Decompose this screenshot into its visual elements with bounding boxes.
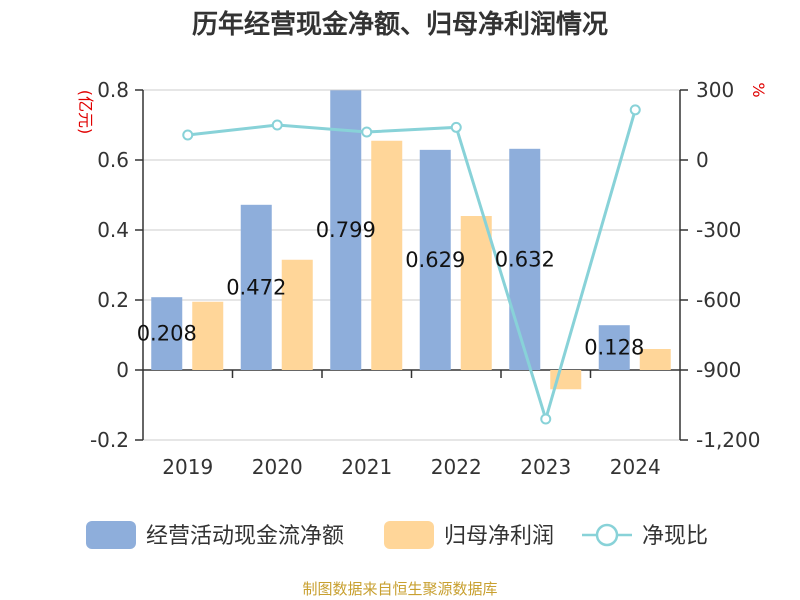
line-point-2020 <box>271 119 283 131</box>
y-right-tick-label: 0 <box>696 148 709 172</box>
bars <box>151 90 671 390</box>
legend-label: 净现比 <box>642 524 708 549</box>
line-path <box>187 109 637 425</box>
x-tick-label: 2021 <box>341 455 392 479</box>
legend-label: 归母净利润 <box>444 524 554 549</box>
bar-1-2021 <box>371 140 403 370</box>
line-point-2023 <box>540 413 552 425</box>
y-left-tick-label: 0.8 <box>97 78 129 102</box>
bar-1-2024 <box>639 349 671 370</box>
line-series <box>182 104 641 425</box>
legend: 经营活动现金流净额 归母净利润 净现比 <box>86 521 708 549</box>
data-label: 0.472 <box>226 275 286 299</box>
bar-0-2021 <box>330 90 362 370</box>
bar-0-2019 <box>151 297 183 370</box>
source-note: 制图数据来自恒生聚源数据库 <box>302 580 497 598</box>
y-right-tick-label: -900 <box>696 358 741 382</box>
y-right-tick-label: -600 <box>696 288 741 312</box>
bar-0-2022 <box>419 149 451 370</box>
data-label: 0.632 <box>495 247 555 271</box>
y-right-tick-label: -300 <box>696 218 741 242</box>
legend-marker <box>595 523 619 547</box>
legend-label: 经营活动现金流净额 <box>146 524 344 549</box>
y-left-unit: (亿元) <box>76 90 95 135</box>
y-right-tick-label: -1,200 <box>696 428 760 452</box>
y-right-unit: % <box>749 82 768 97</box>
x-tick-label: 2019 <box>162 455 213 479</box>
y-left-tick-label: 0.2 <box>97 288 129 312</box>
data-label: 0.799 <box>316 218 376 242</box>
y-left-tick-label: 0.6 <box>97 148 129 172</box>
bar-0-2020 <box>240 204 272 370</box>
bar-0-2023 <box>509 148 541 370</box>
data-labels: 0.208 0.472 0.799 0.629 0.632 0.128 <box>137 218 645 359</box>
x-tick-label: 2023 <box>520 455 571 479</box>
x-tick-label: 2024 <box>610 455 661 479</box>
y-left-tick-label: -0.2 <box>90 428 129 452</box>
legend-swatch <box>86 521 136 549</box>
legend-swatch <box>384 521 434 549</box>
x-tick-label: 2020 <box>252 455 303 479</box>
line-point-2019 <box>182 129 194 141</box>
line-point-2024 <box>629 104 641 116</box>
x-tick-label: 2022 <box>431 455 482 479</box>
y-left-tick-label: 0.4 <box>97 218 129 242</box>
data-label: 0.128 <box>584 336 644 360</box>
bar-1-2019 <box>192 301 224 370</box>
data-label: 0.208 <box>137 322 197 346</box>
data-label: 0.629 <box>405 248 465 272</box>
y-right-tick-label: 300 <box>696 78 734 102</box>
line-point-2022 <box>450 121 462 133</box>
bar-0-2024 <box>598 325 630 370</box>
bar-1-2022 <box>460 216 492 370</box>
chart-title: 历年经营现金净额、归母净利润情况 <box>192 9 608 40</box>
bar-1-2020 <box>281 259 313 370</box>
y-left-tick-label: 0 <box>116 358 129 382</box>
line-point-2021 <box>361 126 373 138</box>
axes: -0.2 0 0.2 0.4 0.6 0.8 -1,200 -900 -600 -300 0 300 (… <box>76 78 768 479</box>
